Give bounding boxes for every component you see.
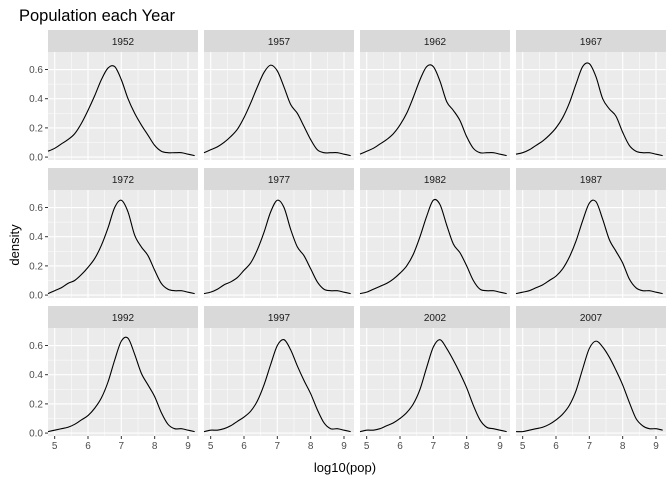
facet-panel-1952: 1952 0.0 0.2 0.4 0.6: [29, 30, 198, 164]
facet-strip-label: 1962: [424, 37, 447, 48]
density-line-2007: [515, 340, 663, 433]
facet-strip-label: 2002: [424, 313, 447, 324]
facet-strip: [516, 30, 666, 52]
facet-panel-1997: 1997 5 6 7 8 9: [203, 306, 354, 452]
y-tick-label: 0.4: [29, 232, 43, 243]
panel-background: [204, 52, 354, 160]
density-line-1997: [203, 339, 351, 433]
facet-strip-label: 1967: [580, 37, 603, 48]
density-line-1962: [359, 64, 507, 157]
density-line-1967: [515, 62, 663, 157]
y-tick-label: 0.6: [29, 65, 43, 76]
facet-strip: [360, 168, 510, 190]
density-line-1992: [47, 336, 195, 433]
facet-strip-label: 1957: [268, 37, 291, 48]
density-line-1987: [515, 199, 663, 295]
y-tick-label: 0.2: [29, 399, 43, 410]
facet-strip: [48, 168, 198, 190]
x-tick-label: 8: [464, 441, 470, 452]
y-axis-title: density: [7, 224, 22, 266]
x-tick-label: 9: [341, 441, 347, 452]
density-line-1957: [203, 64, 351, 157]
x-tick-label: 6: [553, 441, 559, 452]
x-tick-label: 5: [208, 441, 214, 452]
facet-strip-label: 1972: [112, 175, 135, 186]
y-tick-label: 0.4: [29, 370, 43, 381]
density-line-1982: [359, 198, 507, 295]
facet-panel-1972: 1972 0.0 0.2 0.4 0.6: [29, 168, 198, 302]
y-tick-label: 0.6: [29, 203, 43, 214]
density-line-1972: [47, 199, 195, 295]
y-tick-label: 0.4: [29, 94, 43, 105]
facet-panel-1987: 1987: [515, 168, 666, 298]
panel-background: [204, 190, 354, 298]
facet-strip-label: 2007: [580, 313, 603, 324]
y-tick-label: 0.0: [29, 291, 43, 302]
x-tick-label: 9: [185, 441, 191, 452]
chart-title: Population each Year: [19, 7, 175, 25]
x-tick-label: 5: [52, 441, 58, 452]
panel-background: [48, 328, 198, 436]
facet-panel-2002: 2002 5 6 7 8 9: [359, 306, 510, 452]
panel-background: [516, 190, 666, 298]
y-tick-label: 0.0: [29, 429, 43, 440]
facet-panel-1977: 1977: [203, 168, 354, 298]
x-axis-title: log10(pop): [314, 460, 376, 475]
x-tick-label: 5: [364, 441, 370, 452]
facet-strip: [516, 168, 666, 190]
panel-background: [360, 190, 510, 298]
x-tick-label: 6: [397, 441, 403, 452]
x-tick-label: 6: [85, 441, 91, 452]
facet-strip: [204, 168, 354, 190]
density-line-1977: [203, 199, 351, 295]
facet-strip: [204, 306, 354, 328]
y-tick-label: 0.2: [29, 123, 43, 134]
facet-strip: [360, 306, 510, 328]
x-tick-label: 7: [275, 441, 281, 452]
facet-strip: [360, 30, 510, 52]
x-tick-label: 8: [308, 441, 314, 452]
x-tick-label: 6: [241, 441, 247, 452]
y-tick-label: 0.2: [29, 261, 43, 272]
facet-strip-label: 1987: [580, 175, 603, 186]
x-tick-label: 7: [119, 441, 125, 452]
facet-strip: [204, 30, 354, 52]
x-tick-label: 9: [497, 441, 503, 452]
x-tick-label: 5: [520, 441, 526, 452]
facet-strip-label: 1992: [112, 313, 135, 324]
facet-panel-1982: 1982: [359, 168, 510, 298]
facet-strip-label: 1982: [424, 175, 447, 186]
facet-strip: [48, 306, 198, 328]
facet-panels: 1952 0.0 0.2 0.4 0.6 1957 1962 1967 1972 0.0 0.2 0.…: [29, 30, 666, 452]
facet-panel-2007: 2007 5 6 7 8 9: [515, 306, 666, 452]
facet-panel-1962: 1962: [359, 30, 510, 160]
density-line-1952: [47, 65, 195, 157]
density-line-2002: [359, 339, 507, 433]
facet-strip-label: 1997: [268, 313, 291, 324]
panel-background: [48, 52, 198, 160]
facet-strip: [48, 30, 198, 52]
panel-background: [516, 328, 666, 436]
x-tick-label: 7: [587, 441, 593, 452]
y-tick-label: 0.0: [29, 153, 43, 164]
x-tick-label: 9: [653, 441, 659, 452]
facet-panel-1957: 1957: [203, 30, 354, 160]
x-tick-label: 8: [620, 441, 626, 452]
facet-panel-1967: 1967: [515, 30, 666, 160]
y-tick-label: 0.6: [29, 341, 43, 352]
facet-strip: [516, 306, 666, 328]
panel-background: [204, 328, 354, 436]
facet-strip-label: 1977: [268, 175, 291, 186]
x-tick-label: 8: [152, 441, 158, 452]
facet-strip-label: 1952: [112, 37, 135, 48]
x-tick-label: 7: [431, 441, 437, 452]
facet-panel-1992: 1992 5 6 7 8 9 0.0 0.2 0.4 0.6: [29, 306, 198, 452]
